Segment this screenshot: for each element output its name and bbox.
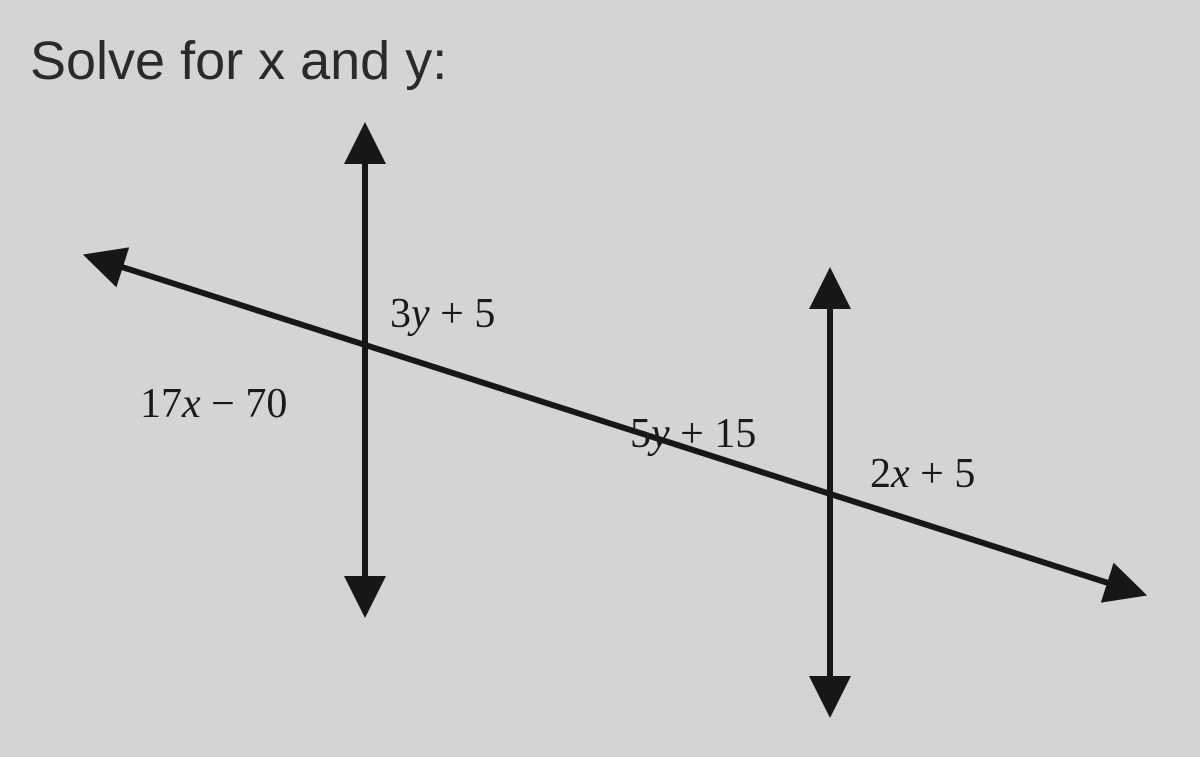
angle-label-17x-70: 17x − 70 bbox=[140, 380, 287, 428]
problem-title: Solve for x and y: bbox=[30, 30, 447, 92]
angle-label-2x-5: 2x + 5 bbox=[870, 450, 975, 498]
page-root: Solve for x and y: 17x − 70 3y + 5 5y + … bbox=[0, 0, 1200, 757]
geometry-diagram: 17x − 70 3y + 5 5y + 15 2x + 5 bbox=[40, 120, 1160, 720]
angle-label-3y-5: 3y + 5 bbox=[390, 290, 495, 338]
angle-label-5y-15: 5y + 15 bbox=[630, 410, 756, 458]
